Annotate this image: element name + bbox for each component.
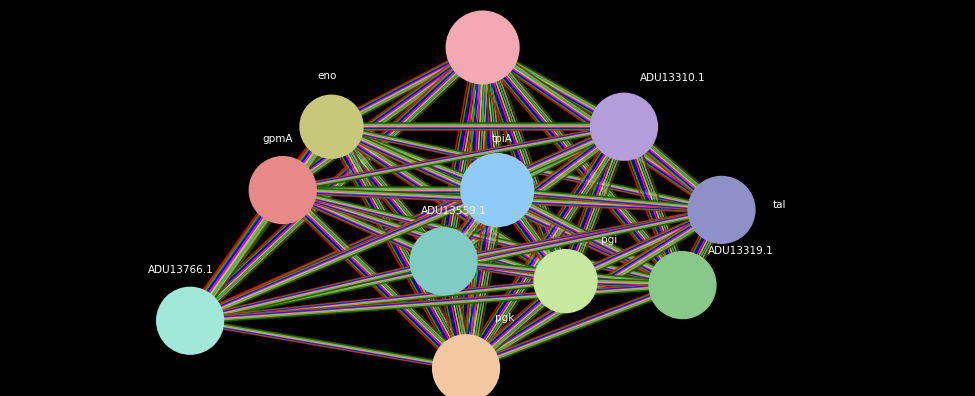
- Ellipse shape: [432, 334, 500, 396]
- Ellipse shape: [249, 156, 317, 224]
- Ellipse shape: [410, 227, 478, 295]
- Text: ADU13319.1: ADU13319.1: [708, 246, 774, 256]
- Text: pgi: pgi: [602, 235, 617, 245]
- Ellipse shape: [299, 95, 364, 159]
- Text: ADU13559.1: ADU13559.1: [420, 206, 487, 216]
- Ellipse shape: [648, 251, 717, 319]
- Text: pgk: pgk: [495, 312, 515, 323]
- Text: ADU13310.1: ADU13310.1: [640, 73, 706, 83]
- Ellipse shape: [687, 176, 756, 244]
- Ellipse shape: [590, 93, 658, 161]
- Text: ADU13766.1: ADU13766.1: [147, 265, 214, 275]
- Text: eno: eno: [317, 71, 336, 81]
- Ellipse shape: [460, 153, 534, 227]
- Ellipse shape: [446, 10, 520, 85]
- Text: tpiA: tpiA: [491, 134, 513, 145]
- Text: gpmA: gpmA: [262, 134, 293, 145]
- Text: tal: tal: [772, 200, 786, 210]
- Ellipse shape: [533, 249, 598, 313]
- Ellipse shape: [156, 287, 224, 355]
